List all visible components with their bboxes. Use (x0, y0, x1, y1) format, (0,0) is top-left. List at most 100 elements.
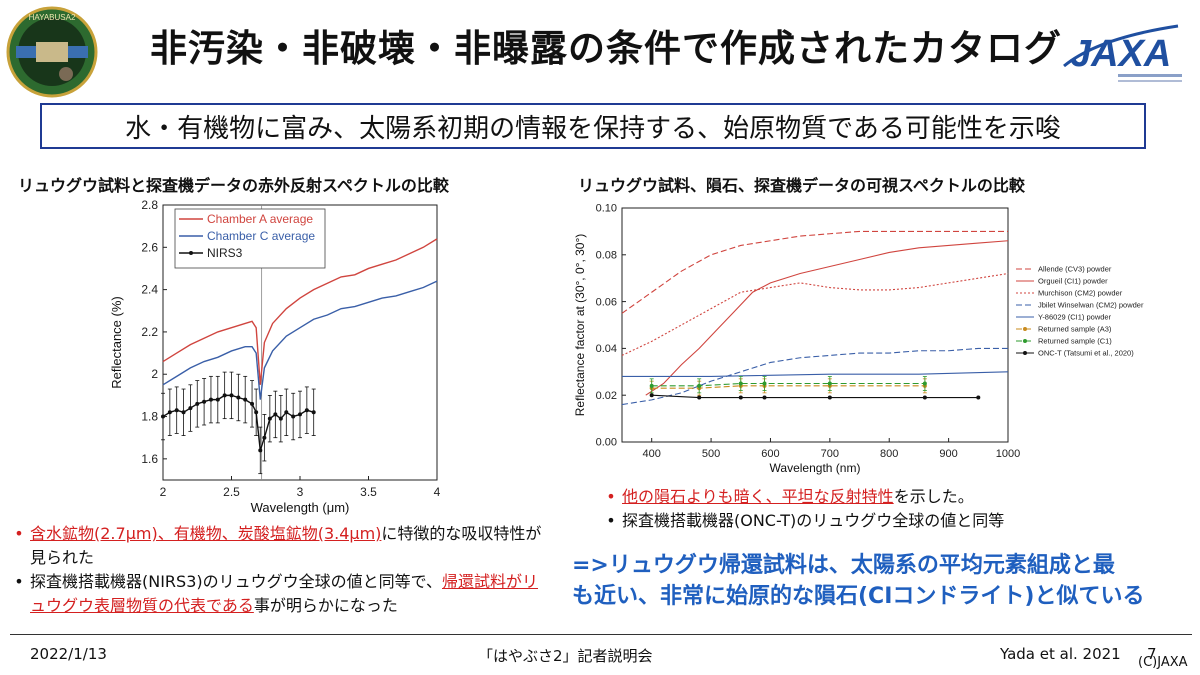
bullet-text-part: 事が明らかになった (253, 596, 398, 615)
series-line (651, 382, 925, 387)
bullet-dot: • (14, 524, 24, 543)
y-tick-label: 2.8 (141, 198, 158, 212)
data-point (254, 410, 259, 415)
data-point (278, 416, 283, 421)
series-line (162, 280, 438, 400)
series-line (621, 230, 1008, 314)
highlighted-text: 帰還試料がリュウグウ表層物質の代表である (30, 572, 539, 615)
series-2 (161, 371, 316, 475)
data-point (311, 410, 316, 415)
series-0 (621, 230, 1008, 314)
data-point (697, 383, 702, 388)
bullet-text: 探査機搭載機器(ONC-T)のリュウグウ全球の値と同等 (622, 509, 1004, 533)
series-line (622, 371, 1009, 378)
series-line (621, 347, 1008, 406)
data-point (174, 408, 179, 413)
data-point (236, 395, 241, 400)
x-tick-label: 600 (761, 448, 779, 460)
x-tick-label: 900 (939, 448, 957, 460)
legend-label: Orgueil (CI1) powder (1038, 277, 1108, 286)
conclusion-text: =>リュウグウ帰還試料は、太陽系の平均元素組成と最 も近い、非常に始原的な隕石(… (572, 550, 1192, 612)
bullet-dot: • (606, 487, 616, 506)
data-point (976, 395, 981, 400)
legend-marker (1023, 327, 1027, 331)
data-point (762, 381, 767, 386)
x-axis-label: Wavelength (nm) (770, 461, 861, 475)
x-axis-label: Wavelength (μm) (251, 500, 350, 515)
series-3 (621, 347, 1008, 406)
jaxa-logo: JAXA (1058, 18, 1188, 88)
legend-label: Murchison (CM2) powder (1038, 289, 1123, 298)
data-point (188, 406, 193, 411)
data-point (697, 395, 702, 400)
series-1 (162, 280, 438, 400)
key-message-banner: 水・有機物に富み、太陽系初期の情報を保持する、始原物質である可能性を示唆 (40, 103, 1146, 149)
data-point (215, 397, 220, 402)
series-line (162, 238, 438, 385)
series-6 (649, 376, 927, 394)
ir-spectrum-chart: 2 2.5 3 3.5 4 1.6 1.8 2 2.2 2.4 2.6 2.8 Wavelength (… (109, 198, 441, 515)
series-7 (649, 393, 981, 400)
series-0 (162, 238, 438, 385)
jaxa-logo-text: JAXA (1070, 33, 1171, 75)
footer-divider (10, 634, 1192, 635)
data-point (827, 395, 832, 400)
series-line (651, 385, 925, 389)
y-axis-label: Reflectance (%) (109, 296, 124, 388)
legend-label: Returned sample (A3) (1038, 325, 1112, 334)
series-line (621, 272, 1009, 356)
legend-marker (1023, 351, 1027, 355)
data-point (267, 416, 272, 421)
data-point (195, 401, 200, 406)
bullet-text: 含水鉱物(2.7μm)、有機物、炭酸塩鉱物(3.4μm)に特徴的な吸収特性が見ら… (30, 522, 548, 570)
data-point (243, 397, 248, 402)
legend-marker (1023, 339, 1027, 343)
series-2 (621, 272, 1009, 356)
legend: Allende (CV3) powder Orgueil (CI1) powder… (1016, 265, 1144, 358)
right-bullet-list: • 他の隕石よりも暗く、平坦な反射特性を示した。 • 探査機搭載機器(ONC-T)のリ… (600, 485, 1160, 533)
highlighted-text: 他の隕石よりも暗く、平坦な反射特性 (622, 487, 894, 506)
data-point (273, 412, 278, 417)
legend-label: Chamber A average (207, 212, 313, 226)
x-tick-label: 2.5 (223, 485, 240, 499)
legend-label: ONC-T (Tatsumi et al., 2020) (1038, 349, 1134, 358)
y-tick-label: 0.06 (596, 296, 617, 308)
legend-label: Y-86029 (CI1) powder (1038, 313, 1112, 322)
y-tick-label: 2.4 (141, 283, 158, 297)
bullet-text-part: に特徴的な吸収特性が見られた (30, 524, 542, 567)
bullet-text-part: 探査機搭載機器(NIRS3)のリュウグウ全球の値と同等で、 (30, 572, 442, 591)
bullet-item: • 他の隕石よりも暗く、平坦な反射特性を示した。 (600, 485, 1160, 509)
x-tick-label: 2 (160, 485, 167, 499)
bullet-dot: • (14, 572, 24, 591)
data-point (649, 393, 654, 398)
plot-frame (621, 207, 1009, 443)
data-point (167, 410, 172, 415)
y-tick-label: 0.02 (596, 390, 617, 402)
data-point (304, 408, 309, 413)
series-1 (645, 240, 1009, 396)
footer-citation: Yada et al. 2021 (1000, 645, 1121, 663)
series-line (645, 240, 1009, 396)
conclusion-line-1: =>リュウグウ帰還試料は、太陽系の平均元素組成と最 (572, 553, 1115, 578)
data-point (762, 395, 767, 400)
left-bullet-list: • 含水鉱物(2.7μm)、有機物、炭酸塩鉱物(3.4μm)に特徴的な吸収特性が見… (8, 522, 548, 618)
y-tick-label: 2.6 (141, 240, 158, 254)
x-tick-label: 4 (434, 485, 441, 499)
x-tick-label: 3.5 (360, 485, 377, 499)
data-point (922, 381, 927, 386)
y-tick-label: 2.2 (141, 325, 158, 339)
y-tick-label: 1.6 (141, 452, 158, 466)
bullet-item: • 含水鉱物(2.7μm)、有機物、炭酸塩鉱物(3.4μm)に特徴的な吸収特性が見… (8, 522, 548, 570)
y-tick-label: 1.8 (141, 410, 158, 424)
data-point (208, 397, 213, 402)
bullet-item: • 探査機搭載機器(ONC-T)のリュウグウ全球の値と同等 (600, 509, 1160, 533)
bullet-text: 探査機搭載機器(NIRS3)のリュウグウ全球の値と同等で、帰還試料がリュウグウ表… (30, 570, 548, 618)
data-point (262, 435, 267, 440)
y-tick-label: 0.10 (596, 203, 617, 215)
hayabusa2-mission-badge: HAYABUSA2 (6, 6, 98, 98)
legend-label: Jbilet Winselwan (CM2) powder (1038, 301, 1144, 310)
x-tick-label: 700 (821, 448, 839, 460)
series-4 (622, 371, 1009, 378)
data-point (738, 395, 743, 400)
left-panel-heading: リュウグウ試料と探査機データの赤外反射スペクトルの比較 (18, 176, 449, 195)
